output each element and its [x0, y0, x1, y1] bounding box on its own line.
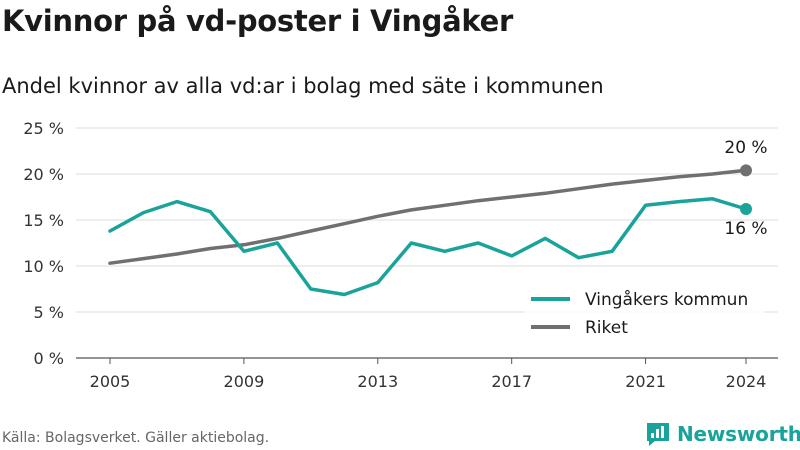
legend-label-vingaker: Vingåkers kommun — [585, 289, 748, 310]
chart-subtitle: Andel kvinnor av alla vd:ar i bolag med … — [2, 74, 604, 98]
end-label-riket: 20 % — [724, 138, 767, 158]
series-line-vingaker — [108, 197, 748, 297]
x-tick-label: 2005 — [90, 372, 131, 391]
series-line-riket — [108, 168, 748, 265]
x-tick-label: 2013 — [357, 372, 398, 391]
chart-title: Kvinnor på vd-poster i Vingåker — [2, 4, 513, 38]
y-axis-ticks: 0 % 5 % 10 % 15 % 20 % 25 % — [23, 119, 64, 368]
legend: Vingåkers kommun Riket — [525, 286, 765, 344]
end-label-vingaker: 16 % — [724, 219, 767, 239]
y-tick-label: 0 % — [34, 349, 64, 368]
brand-logo[interactable]: Newsworthy — [645, 421, 800, 447]
x-axis-ticks: 2005 2009 2013 2017 2021 2024 — [90, 358, 767, 391]
series-endpoint-riket — [740, 164, 752, 177]
y-tick-label: 5 % — [34, 303, 64, 322]
line-chart: 0 %5 %10 %15 %20 %25 % 2005 2009 2013 2017 2… — [23, 119, 778, 391]
y-tick-label: 25 % — [23, 119, 64, 138]
series — [108, 164, 752, 297]
series-endpoint-vingaker — [740, 202, 752, 215]
brand-name: Newsworthy — [677, 422, 800, 446]
grid-lines — [76, 127, 778, 359]
y-tick-label: 10 % — [23, 257, 64, 276]
legend-label-riket: Riket — [585, 318, 628, 338]
source-note: Källa: Bolagsverket. Gäller aktiebolag. — [2, 430, 270, 446]
newsworthy-icon — [647, 423, 669, 446]
y-tick-label: 20 % — [23, 165, 64, 184]
y-tick-label: 15 % — [23, 211, 64, 230]
x-tick-label: 2009 — [224, 372, 265, 391]
x-tick-label: 2024 — [726, 372, 767, 391]
legend-background — [525, 286, 765, 344]
x-tick-label: 2021 — [625, 372, 666, 391]
x-tick-label: 2017 — [491, 372, 532, 391]
